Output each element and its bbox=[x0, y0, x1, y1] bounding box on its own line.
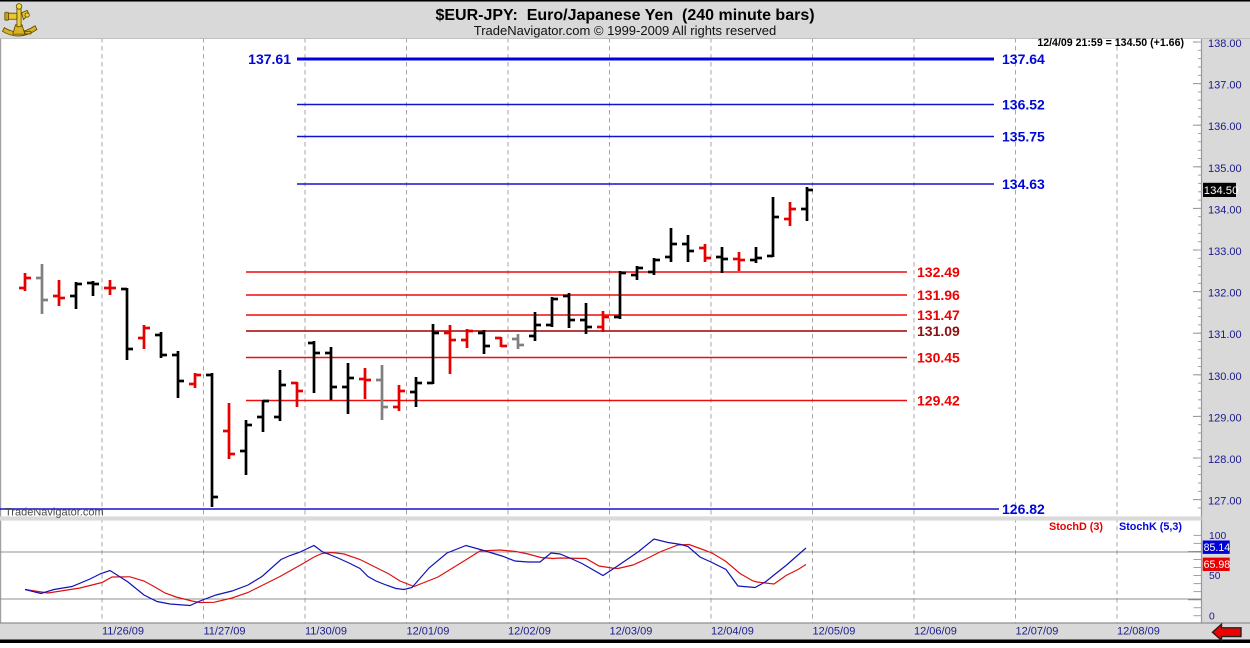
svg-text:12/05/09: 12/05/09 bbox=[813, 626, 856, 638]
svg-text:12/06/09: 12/06/09 bbox=[914, 626, 957, 638]
svg-text:65.98: 65.98 bbox=[1204, 559, 1231, 571]
svg-text:130.00: 130.00 bbox=[1208, 371, 1242, 383]
svg-text:136.00: 136.00 bbox=[1208, 121, 1242, 133]
svg-text:50: 50 bbox=[1209, 571, 1221, 582]
svg-text:138.00: 138.00 bbox=[1208, 38, 1242, 50]
svg-text:128.00: 128.00 bbox=[1208, 454, 1242, 466]
svg-text:$EUR-JPY: Euro/Japanese Yen: $EUR-JPY: Euro/Japanese Yen (240 minute … bbox=[435, 7, 814, 24]
svg-text:132.49: 132.49 bbox=[917, 264, 960, 280]
svg-text:135.00: 135.00 bbox=[1208, 163, 1242, 175]
svg-text:12/01/09: 12/01/09 bbox=[407, 626, 450, 638]
svg-text:11/30/09: 11/30/09 bbox=[305, 626, 347, 638]
svg-text:131.47: 131.47 bbox=[917, 307, 960, 323]
svg-text:126.82: 126.82 bbox=[1002, 501, 1045, 517]
svg-text:133.00: 133.00 bbox=[1208, 246, 1242, 258]
svg-text:134.63: 134.63 bbox=[1002, 176, 1045, 192]
svg-text:136.52: 136.52 bbox=[1002, 97, 1045, 113]
svg-text:137.64: 137.64 bbox=[1002, 51, 1045, 67]
svg-text:132.00: 132.00 bbox=[1208, 288, 1242, 300]
svg-text:129.00: 129.00 bbox=[1208, 412, 1242, 424]
svg-text:12/03/09: 12/03/09 bbox=[610, 626, 653, 638]
svg-text:137.61: 137.61 bbox=[248, 51, 291, 67]
svg-text:130.45: 130.45 bbox=[917, 350, 960, 366]
svg-text:134.00: 134.00 bbox=[1208, 204, 1242, 216]
svg-text:131.00: 131.00 bbox=[1208, 329, 1242, 341]
svg-text:StochD (3): StochD (3) bbox=[1049, 521, 1103, 533]
svg-text:12/04/09: 12/04/09 bbox=[711, 626, 754, 638]
svg-text:StochK (5,3): StochK (5,3) bbox=[1119, 521, 1182, 533]
svg-text:131.96: 131.96 bbox=[917, 287, 960, 303]
svg-text:TradeNavigator.com © 1999-2009: TradeNavigator.com © 1999-2009 All right… bbox=[474, 23, 776, 38]
svg-text:12/08/09: 12/08/09 bbox=[1117, 626, 1160, 638]
svg-text:131.09: 131.09 bbox=[917, 323, 960, 339]
svg-text:134.50: 134.50 bbox=[1204, 185, 1239, 197]
svg-text:12/4/09 21:59 = 134.50 (+1.66): 12/4/09 21:59 = 134.50 (+1.66) bbox=[1037, 37, 1184, 49]
svg-text:12/07/09: 12/07/09 bbox=[1016, 626, 1059, 638]
svg-text:135.75: 135.75 bbox=[1002, 129, 1045, 145]
svg-text:11/27/09: 11/27/09 bbox=[204, 626, 246, 638]
svg-text:127.00: 127.00 bbox=[1208, 496, 1242, 508]
svg-text:137.00: 137.00 bbox=[1208, 80, 1242, 92]
svg-text:TradeNavigator.com: TradeNavigator.com bbox=[5, 507, 104, 519]
svg-text:100: 100 bbox=[1209, 531, 1226, 542]
svg-text:12/02/09: 12/02/09 bbox=[508, 626, 551, 638]
svg-text:11/26/09: 11/26/09 bbox=[102, 626, 144, 638]
svg-text:129.42: 129.42 bbox=[917, 393, 960, 409]
svg-text:85.14: 85.14 bbox=[1204, 542, 1231, 554]
svg-text:0: 0 bbox=[1209, 611, 1215, 622]
